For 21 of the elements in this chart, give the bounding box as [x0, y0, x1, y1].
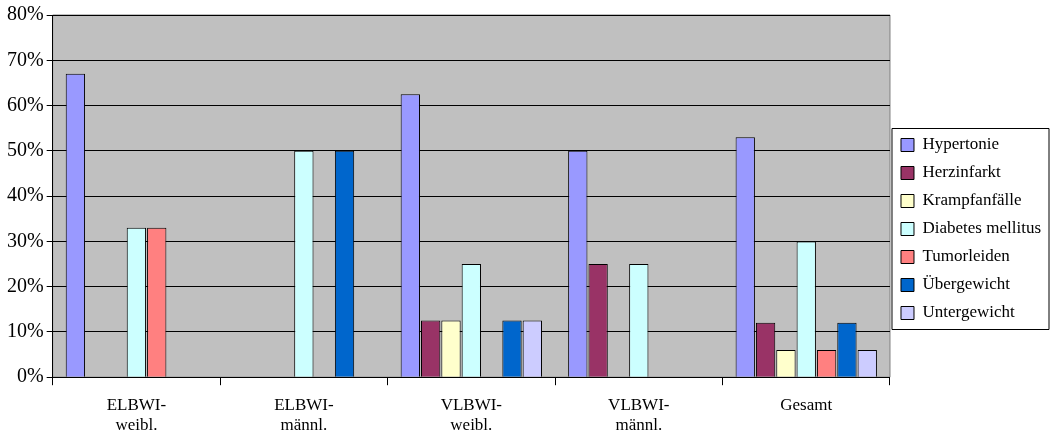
- legend-label: Diabetes mellitus: [922, 218, 1042, 238]
- y-tick-label: 0%: [16, 364, 44, 387]
- legend-label: Herzinfarkt: [922, 162, 1002, 182]
- y-tick-label: 10%: [6, 319, 44, 342]
- x-tick-label: VLBWI-männl.: [608, 394, 670, 435]
- x-tick-label: ELBWI-weibl.: [106, 394, 167, 435]
- legend-label: Übergewicht: [922, 274, 1011, 294]
- y-tick-label: 70%: [6, 47, 44, 70]
- legend-label: Krampfanfälle: [922, 190, 1022, 210]
- x-tick-label: Gesamt: [780, 394, 833, 414]
- x-tick-label: ELBWI-männl.: [274, 394, 334, 435]
- y-tick-label: 50%: [6, 138, 44, 161]
- y-tick-label: 80%: [6, 2, 44, 25]
- x-tick-label: VLBWI-weibl.: [440, 394, 503, 435]
- y-tick-label: 60%: [6, 92, 44, 115]
- y-tick-label: 30%: [6, 228, 44, 251]
- y-tick-label: 20%: [6, 273, 44, 296]
- legend-label: Tumorleiden: [922, 246, 1011, 266]
- legend-label: Hypertonie: [922, 134, 999, 154]
- legend-label: Untergewicht: [922, 302, 1015, 322]
- y-tick-label: 40%: [6, 183, 44, 206]
